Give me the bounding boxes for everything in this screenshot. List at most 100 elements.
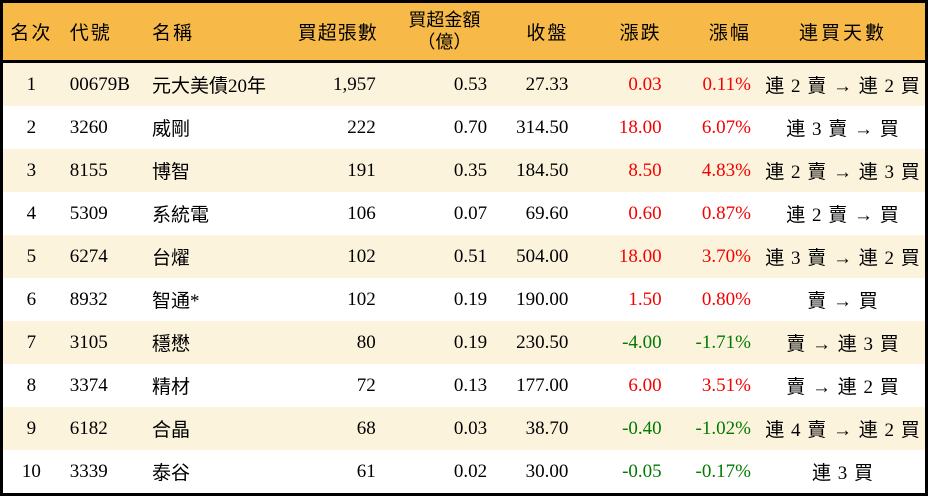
amount-cell: 0.13: [387, 364, 502, 407]
name-cell: 博智: [141, 149, 298, 192]
name-cell: 泰谷: [141, 450, 298, 495]
rank-cell: 9: [1, 407, 60, 450]
header-amount: 買超金額 （億）: [387, 1, 502, 63]
close-cell: 69.60: [501, 192, 579, 235]
amount-cell: 0.19: [387, 278, 502, 321]
code-cell: 5309: [59, 192, 142, 235]
header-rank: 名次: [1, 1, 60, 63]
header-volume: 買超張數: [297, 1, 388, 63]
close-cell: 184.50: [501, 149, 579, 192]
volume-cell: 102: [297, 235, 388, 278]
close-cell: 30.00: [501, 450, 579, 495]
close-cell: 177.00: [501, 364, 579, 407]
table-row: 1 00679B 元大美債20年 1,957 0.53 27.33 0.03 0…: [1, 61, 927, 106]
volume-cell: 61: [297, 450, 388, 495]
change-cell: -0.40: [578, 407, 672, 450]
change-pct-cell: -0.17%: [671, 450, 761, 495]
change-pct-cell: 4.83%: [671, 149, 761, 192]
volume-cell: 72: [297, 364, 388, 407]
change-cell: 1.50: [578, 278, 672, 321]
change-pct-cell: 6.07%: [671, 106, 761, 149]
volume-cell: 80: [297, 321, 388, 364]
header-code: 代號: [59, 1, 142, 63]
rank-cell: 7: [1, 321, 60, 364]
change-cell: 6.00: [578, 364, 672, 407]
volume-cell: 102: [297, 278, 388, 321]
close-cell: 504.00: [501, 235, 579, 278]
header-row: 名次 代號 名稱 買超張數 買超金額 （億） 收盤 漲跌 漲幅 連買天數: [1, 1, 927, 63]
amount-cell: 0.02: [387, 450, 502, 495]
rank-cell: 6: [1, 278, 60, 321]
name-cell: 元大美債20年: [141, 61, 298, 106]
streak-cell: 連 3 買: [760, 450, 927, 495]
change-pct-cell: -1.02%: [671, 407, 761, 450]
change-pct-cell: 0.80%: [671, 278, 761, 321]
volume-cell: 68: [297, 407, 388, 450]
code-cell: 6274: [59, 235, 142, 278]
streak-cell: 連 3 賣 → 連 2 買: [760, 235, 927, 278]
change-pct-cell: 3.70%: [671, 235, 761, 278]
table-row: 7 3105 穩懋 80 0.19 230.50 -4.00 -1.71% 賣 …: [1, 321, 927, 364]
table-row: 9 6182 合晶 68 0.03 38.70 -0.40 -1.02% 連 4…: [1, 407, 927, 450]
header-change: 漲跌: [578, 1, 672, 63]
code-cell: 00679B: [59, 61, 142, 106]
header-change-pct: 漲幅: [671, 1, 761, 63]
change-cell: 0.03: [578, 61, 672, 106]
rank-cell: 1: [1, 61, 60, 106]
header-amount-line1: 買超金額: [408, 9, 481, 30]
header-amount-line2: （億）: [417, 31, 472, 52]
rank-cell: 10: [1, 450, 60, 495]
amount-cell: 0.19: [387, 321, 502, 364]
code-cell: 8155: [59, 149, 142, 192]
table-row: 3 8155 博智 191 0.35 184.50 8.50 4.83% 連 2…: [1, 149, 927, 192]
streak-cell: 連 4 賣 → 連 2 買: [760, 407, 927, 450]
change-pct-cell: 0.87%: [671, 192, 761, 235]
streak-cell: 連 2 賣 → 連 2 買: [760, 61, 927, 106]
close-cell: 27.33: [501, 61, 579, 106]
change-cell: 8.50: [578, 149, 672, 192]
rank-cell: 4: [1, 192, 60, 235]
streak-cell: 賣 → 連 3 買: [760, 321, 927, 364]
name-cell: 系統電: [141, 192, 298, 235]
code-cell: 8932: [59, 278, 142, 321]
amount-cell: 0.53: [387, 61, 502, 106]
amount-cell: 0.35: [387, 149, 502, 192]
rank-cell: 5: [1, 235, 60, 278]
table-row: 8 3374 精材 72 0.13 177.00 6.00 3.51% 賣 → …: [1, 364, 927, 407]
name-cell: 台燿: [141, 235, 298, 278]
table-row: 10 3339 泰谷 61 0.02 30.00 -0.05 -0.17% 連 …: [1, 450, 927, 495]
change-cell: -0.05: [578, 450, 672, 495]
close-cell: 38.70: [501, 407, 579, 450]
code-cell: 6182: [59, 407, 142, 450]
amount-cell: 0.70: [387, 106, 502, 149]
volume-cell: 1,957: [297, 61, 388, 106]
volume-cell: 191: [297, 149, 388, 192]
change-pct-cell: 0.11%: [671, 61, 761, 106]
change-pct-cell: 3.51%: [671, 364, 761, 407]
close-cell: 230.50: [501, 321, 579, 364]
amount-cell: 0.03: [387, 407, 502, 450]
streak-cell: 賣 → 買: [760, 278, 927, 321]
close-cell: 190.00: [501, 278, 579, 321]
table-row: 5 6274 台燿 102 0.51 504.00 18.00 3.70% 連 …: [1, 235, 927, 278]
name-cell: 精材: [141, 364, 298, 407]
streak-cell: 連 2 賣 → 連 3 買: [760, 149, 927, 192]
code-cell: 3105: [59, 321, 142, 364]
header-close: 收盤: [501, 1, 579, 63]
streak-cell: 賣 → 連 2 買: [760, 364, 927, 407]
volume-cell: 222: [297, 106, 388, 149]
table-row: 4 5309 系統電 106 0.07 69.60 0.60 0.87% 連 2…: [1, 192, 927, 235]
streak-cell: 連 2 賣 → 買: [760, 192, 927, 235]
change-cell: 0.60: [578, 192, 672, 235]
rank-cell: 2: [1, 106, 60, 149]
table-row: 6 8932 智通* 102 0.19 190.00 1.50 0.80% 賣 …: [1, 278, 927, 321]
table-row: 2 3260 威剛 222 0.70 314.50 18.00 6.07% 連 …: [1, 106, 927, 149]
change-cell: 18.00: [578, 106, 672, 149]
change-cell: -4.00: [578, 321, 672, 364]
header-name: 名稱: [141, 1, 298, 63]
change-pct-cell: -1.71%: [671, 321, 761, 364]
change-cell: 18.00: [578, 235, 672, 278]
name-cell: 威剛: [141, 106, 298, 149]
header-streak: 連買天數: [760, 1, 927, 63]
